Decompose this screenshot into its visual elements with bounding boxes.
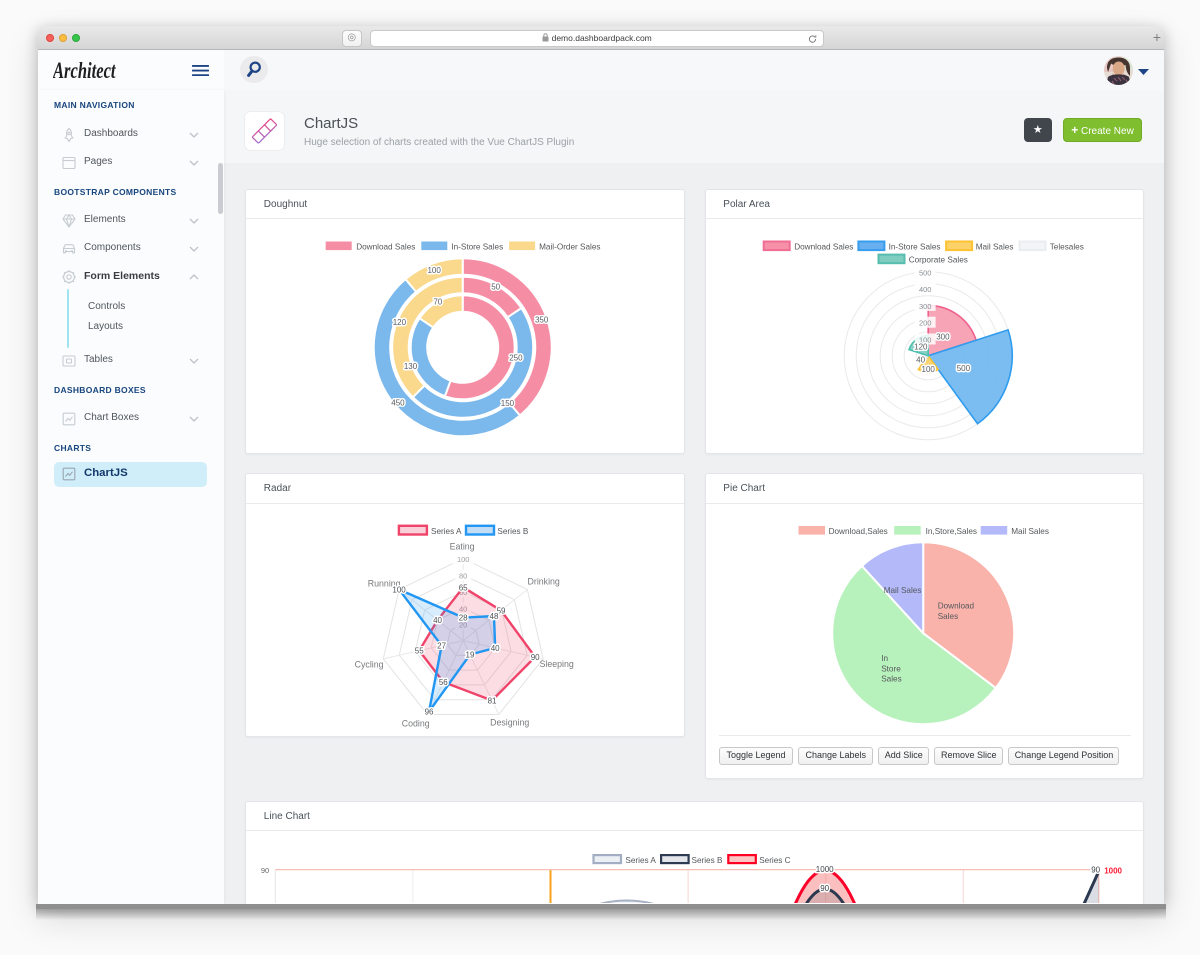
svg-text:Mail Sales: Mail Sales xyxy=(883,586,921,595)
svg-text:Eating: Eating xyxy=(450,541,475,551)
svg-text:40: 40 xyxy=(916,355,925,364)
svg-text:40: 40 xyxy=(491,644,500,653)
svg-text:Coding: Coding xyxy=(402,718,430,728)
svg-text:Store: Store xyxy=(881,664,901,673)
svg-text:Telesales: Telesales xyxy=(1049,243,1083,252)
svg-text:Sales: Sales xyxy=(937,612,957,621)
svg-text:Corporate Sales: Corporate Sales xyxy=(908,256,967,265)
svg-text:In,Store,Sales: In,Store,Sales xyxy=(925,527,976,536)
svg-text:20: 20 xyxy=(459,620,467,629)
svg-text:19: 19 xyxy=(466,650,475,659)
svg-text:Series A: Series A xyxy=(431,527,462,536)
svg-text:Sleeping: Sleeping xyxy=(540,659,574,669)
svg-text:Mail Sales: Mail Sales xyxy=(975,243,1013,252)
svg-text:55: 55 xyxy=(415,646,424,655)
svg-text:100: 100 xyxy=(457,555,470,564)
svg-text:100: 100 xyxy=(428,266,442,275)
svg-text:90: 90 xyxy=(821,884,830,893)
svg-text:90: 90 xyxy=(261,866,269,875)
svg-text:Cycling: Cycling xyxy=(355,659,384,669)
svg-text:450: 450 xyxy=(392,399,406,408)
svg-text:96: 96 xyxy=(425,707,434,716)
svg-text:60: 60 xyxy=(459,588,467,597)
svg-text:500: 500 xyxy=(957,364,971,373)
svg-text:300: 300 xyxy=(936,333,950,342)
svg-text:Download: Download xyxy=(937,601,974,610)
svg-text:81: 81 xyxy=(488,696,497,705)
svg-text:48: 48 xyxy=(490,612,499,621)
svg-text:150: 150 xyxy=(501,399,515,408)
svg-text:70: 70 xyxy=(434,298,443,307)
svg-text:Download,Sales: Download,Sales xyxy=(828,527,887,536)
svg-text:Sales: Sales xyxy=(881,674,901,683)
svg-text:27: 27 xyxy=(437,641,446,650)
svg-text:50: 50 xyxy=(492,283,501,292)
svg-text:28: 28 xyxy=(459,613,468,622)
svg-text:Mail Sales: Mail Sales xyxy=(1011,527,1049,536)
svg-text:90: 90 xyxy=(1092,866,1101,875)
svg-text:Series B: Series B xyxy=(692,856,723,865)
svg-text:Drinking: Drinking xyxy=(528,576,560,586)
svg-text:350: 350 xyxy=(535,316,549,325)
svg-text:Running: Running xyxy=(368,578,401,588)
svg-text:300: 300 xyxy=(919,302,932,311)
svg-text:59: 59 xyxy=(497,606,506,615)
svg-text:Mail-Order Sales: Mail-Order Sales xyxy=(539,243,600,252)
svg-text:200: 200 xyxy=(919,319,932,328)
svg-text:500: 500 xyxy=(919,268,932,277)
svg-text:100: 100 xyxy=(393,585,407,594)
svg-text:90: 90 xyxy=(531,653,540,662)
svg-text:Download Sales: Download Sales xyxy=(356,243,415,252)
svg-text:120: 120 xyxy=(914,343,928,352)
svg-text:1000: 1000 xyxy=(816,865,834,874)
svg-text:40: 40 xyxy=(459,604,467,613)
svg-text:400: 400 xyxy=(919,285,932,294)
svg-text:Series B: Series B xyxy=(498,527,529,536)
svg-text:Designing: Designing xyxy=(490,717,529,727)
svg-text:In: In xyxy=(881,654,888,663)
svg-text:120: 120 xyxy=(393,318,407,327)
svg-text:Series C: Series C xyxy=(759,856,790,865)
svg-text:1000: 1000 xyxy=(1104,866,1122,875)
svg-text:In-Store Sales: In-Store Sales xyxy=(888,243,940,252)
svg-text:Architect: Architect xyxy=(53,58,117,83)
svg-text:Series A: Series A xyxy=(626,856,657,865)
svg-text:100: 100 xyxy=(919,336,932,345)
svg-text:130: 130 xyxy=(404,362,418,371)
svg-text:100: 100 xyxy=(921,365,935,374)
svg-text:65: 65 xyxy=(459,583,468,592)
svg-text:80: 80 xyxy=(459,571,467,580)
svg-text:56: 56 xyxy=(439,678,448,687)
svg-text:In-Store Sales: In-Store Sales xyxy=(452,243,504,252)
svg-text:250: 250 xyxy=(509,354,523,363)
svg-text:Download Sales: Download Sales xyxy=(794,243,853,252)
svg-text:40: 40 xyxy=(433,616,442,625)
